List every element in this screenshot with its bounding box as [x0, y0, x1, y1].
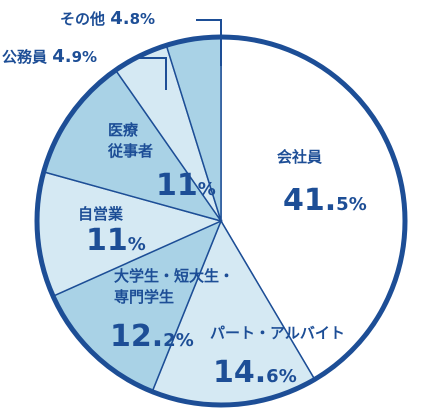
value-medical-worker: 11% — [156, 168, 216, 203]
label-medical-worker-line-2: 従事者 — [107, 142, 153, 160]
pie-slices — [34, 34, 408, 408]
label-civil-servant: 公務員 4.9% — [2, 46, 97, 67]
label-self-employed: 自営業 — [78, 205, 124, 223]
leader-line-civil-servant — [139, 57, 167, 90]
leader-line-other — [196, 19, 222, 66]
label-company-employee: 会社員 — [277, 148, 322, 166]
label-part-time: パート・アルバイト — [210, 324, 345, 342]
label-other: その他 4.8% — [60, 8, 155, 29]
value-company-employee: 41.5% — [283, 183, 367, 218]
value-self-employed: 11% — [86, 223, 146, 258]
label-student-line-2: 専門学生 — [114, 288, 174, 306]
slice-labels: 会社員 41.5% パート・アルバイト 14.6% 大学生・短大生・専門学生 12.2% 自… — [2, 8, 367, 390]
label-medical-worker-line-1: 医療 — [108, 121, 139, 139]
value-part-time: 14.6% — [213, 355, 297, 390]
value-student: 12.2% — [110, 319, 194, 354]
label-student-line-1: 大学生・短大生・ — [114, 267, 234, 285]
